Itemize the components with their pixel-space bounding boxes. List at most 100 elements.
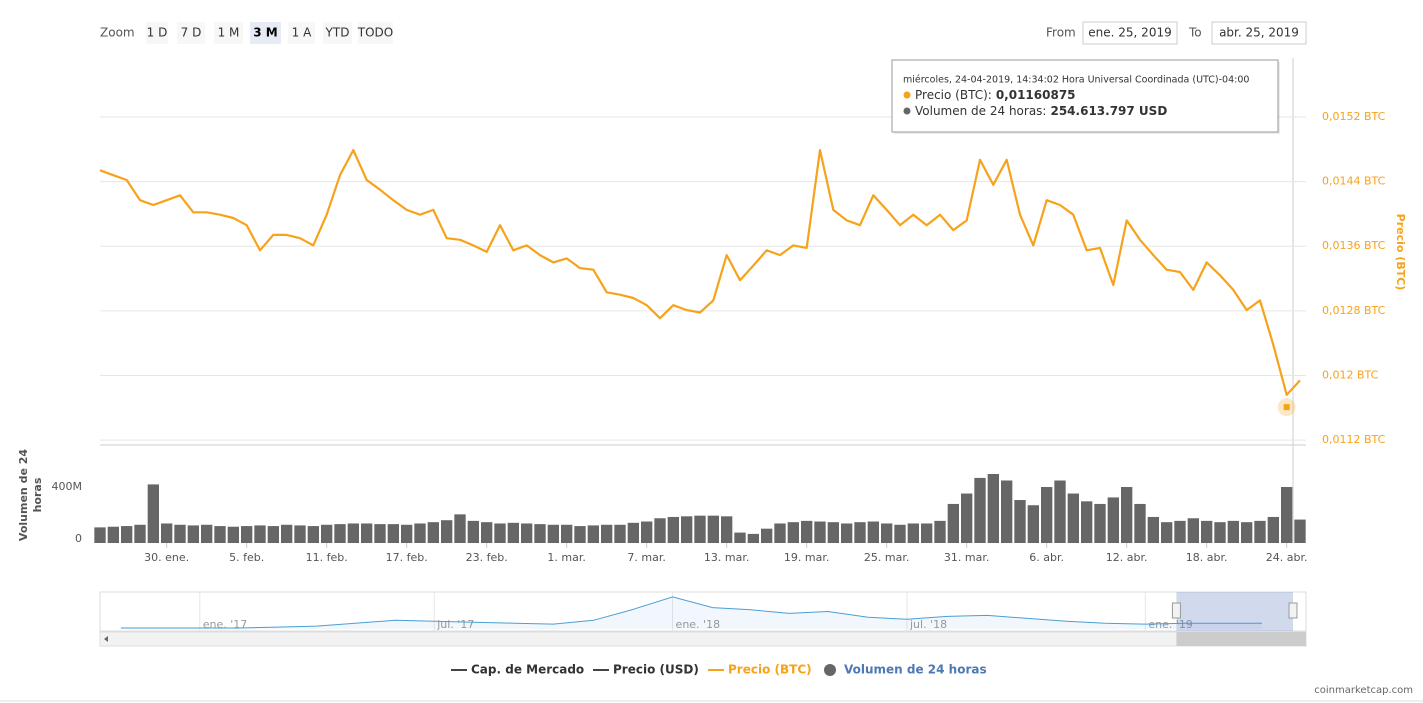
volume-bar bbox=[334, 524, 346, 543]
navigator-handle[interactable] bbox=[1171, 602, 1181, 619]
volume-bar bbox=[534, 524, 546, 543]
volume-bar bbox=[467, 520, 479, 543]
legend-label[interactable]: Precio (USD) bbox=[613, 663, 699, 677]
volume-bar bbox=[267, 526, 279, 543]
volume-bar bbox=[187, 525, 199, 543]
volume-bar bbox=[1267, 516, 1279, 543]
volume-bar bbox=[147, 484, 159, 543]
volume-bar bbox=[1294, 519, 1306, 543]
x-tick-label: 31. mar. bbox=[944, 551, 989, 564]
volume-bar bbox=[827, 522, 839, 543]
y-tick-label: 0,0136 BTC bbox=[1322, 239, 1386, 252]
legend-marker bbox=[824, 664, 836, 676]
volume-bar bbox=[694, 515, 706, 543]
zoom-button[interactable] bbox=[358, 22, 393, 44]
volume-bar bbox=[1094, 503, 1106, 543]
x-tick-label: 12. abr. bbox=[1106, 551, 1148, 564]
volume-bar bbox=[1014, 500, 1026, 543]
x-tick-label: 6. abr. bbox=[1029, 551, 1064, 564]
volume-bar bbox=[201, 524, 213, 543]
volume-bar bbox=[374, 524, 386, 543]
volume-bar bbox=[761, 528, 773, 543]
zoom-button-label[interactable]: 1 A bbox=[292, 26, 312, 40]
volume-bar bbox=[107, 526, 119, 543]
volume-bar bbox=[1134, 503, 1146, 543]
volume-bar bbox=[641, 521, 653, 543]
volume-bar bbox=[1041, 487, 1053, 543]
volume-bar bbox=[387, 524, 399, 543]
volume-bar bbox=[721, 516, 733, 543]
zoom-button[interactable] bbox=[214, 22, 243, 44]
volume-bar bbox=[907, 523, 919, 543]
scrollbar[interactable] bbox=[99, 631, 1307, 647]
zoom-button[interactable] bbox=[288, 22, 315, 44]
legend-label[interactable]: Volumen de 24 horas bbox=[844, 663, 987, 677]
volume-bar bbox=[521, 523, 533, 543]
volume-bar bbox=[1254, 520, 1266, 543]
volume-bar bbox=[174, 524, 186, 543]
volume-bar bbox=[1121, 487, 1133, 543]
volume-bar bbox=[814, 521, 826, 543]
volume-bar bbox=[1147, 516, 1159, 543]
volume-bar bbox=[481, 522, 493, 543]
navigator-handle[interactable] bbox=[1288, 602, 1298, 619]
to-value[interactable]: abr. 25, 2019 bbox=[1219, 26, 1299, 40]
zoom-button-label[interactable]: 1 D bbox=[147, 26, 168, 40]
x-tick-label: 19. mar. bbox=[784, 551, 829, 564]
volume-bar bbox=[921, 523, 933, 543]
volume-bar bbox=[841, 523, 853, 543]
to-input[interactable] bbox=[1211, 21, 1307, 45]
volume-tick-label: 400M bbox=[52, 480, 83, 493]
volume-bar bbox=[1201, 520, 1213, 543]
zoom-button[interactable] bbox=[146, 22, 168, 44]
zoom-button-label[interactable]: 1 M bbox=[218, 26, 240, 40]
from-input[interactable] bbox=[1082, 21, 1178, 45]
from-value[interactable]: ene. 25, 2019 bbox=[1088, 26, 1171, 40]
volume-bar bbox=[854, 522, 866, 543]
volume-bar bbox=[454, 514, 466, 543]
volume-bar bbox=[774, 523, 786, 543]
hover-point bbox=[1283, 404, 1290, 411]
zoom-button-selected[interactable] bbox=[250, 22, 281, 44]
y-tick-label: 0,0152 BTC bbox=[1322, 110, 1386, 123]
price-line bbox=[99, 149, 1301, 396]
zoom-button[interactable] bbox=[177, 22, 205, 44]
zoom-button-label[interactable]: 3 M bbox=[253, 26, 277, 40]
volume-bar bbox=[227, 526, 239, 543]
x-tick-label: 18. abr. bbox=[1186, 551, 1228, 564]
volume-bar bbox=[934, 520, 946, 543]
navigator-selection[interactable] bbox=[1176, 592, 1293, 631]
tooltip-price: Precio (BTC): 0,01160875 bbox=[915, 88, 1076, 102]
y-tick-label: 0,012 BTC bbox=[1322, 369, 1379, 382]
zoom-button-label[interactable]: YTD bbox=[325, 26, 350, 40]
tooltip-volume: Volumen de 24 horas: 254.613.797 USD bbox=[915, 104, 1167, 118]
volume-bar bbox=[1054, 480, 1066, 543]
zoom-button[interactable] bbox=[323, 22, 352, 44]
navigator-label: ene. '18 bbox=[676, 618, 721, 631]
legend-label[interactable]: Precio (BTC) bbox=[728, 663, 812, 677]
volume-bar bbox=[734, 532, 746, 543]
volume-bar bbox=[507, 522, 519, 543]
x-tick-label: 5. feb. bbox=[229, 551, 264, 564]
legend-label[interactable]: Cap. de Mercado bbox=[471, 663, 584, 677]
volume-bar bbox=[254, 525, 266, 543]
volume-bar bbox=[987, 473, 999, 543]
volume-bar bbox=[214, 526, 226, 543]
volume-bar bbox=[361, 523, 373, 543]
volume-bar bbox=[441, 520, 453, 543]
volume-bar bbox=[1001, 480, 1013, 543]
y-axis-title: Precio (BTC) bbox=[1394, 214, 1407, 291]
zoom-button-label[interactable]: TODO bbox=[357, 26, 393, 40]
x-tick-label: 23. feb. bbox=[466, 551, 508, 564]
volume-bar bbox=[1174, 520, 1186, 543]
volume-bar bbox=[401, 524, 413, 543]
volume-bar bbox=[867, 521, 879, 543]
volume-bar bbox=[627, 522, 639, 543]
volume-bar bbox=[134, 524, 146, 543]
zoom-button-label[interactable]: 7 D bbox=[181, 26, 202, 40]
x-tick-label: 1. mar. bbox=[547, 551, 585, 564]
volume-axis-title: Volumen de 24horas bbox=[17, 449, 44, 541]
volume-bar bbox=[894, 524, 906, 543]
scrollbar-thumb[interactable] bbox=[1176, 632, 1306, 646]
